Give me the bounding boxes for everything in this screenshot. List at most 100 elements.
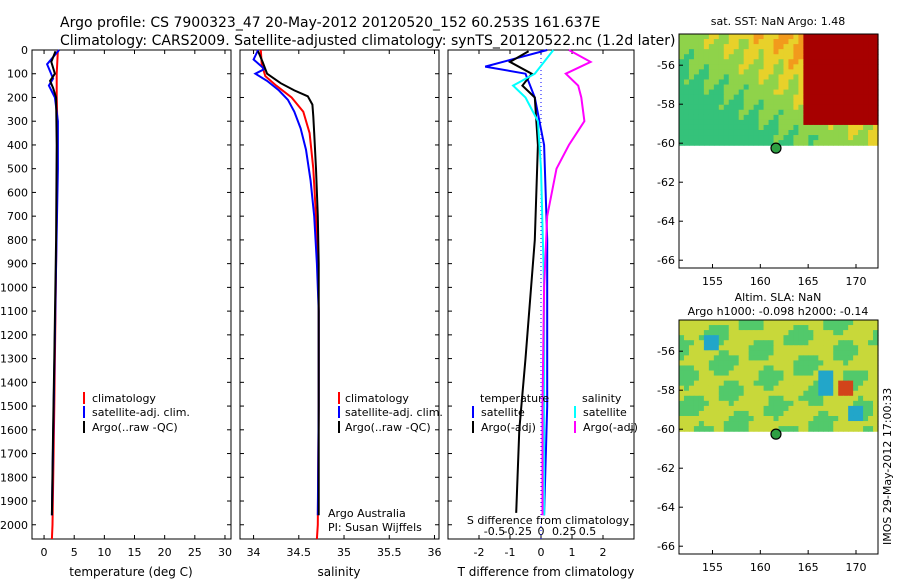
map-cell <box>778 360 785 367</box>
map-cell <box>853 44 859 50</box>
map-cell <box>788 385 795 392</box>
map-cell <box>853 109 859 116</box>
map-cell <box>798 74 804 81</box>
map-cell <box>858 34 864 40</box>
map-cell <box>683 109 690 116</box>
map-cell <box>838 330 844 336</box>
map-cell <box>798 129 804 136</box>
map-cell <box>763 400 770 407</box>
map-cell <box>858 410 864 417</box>
salinity-panel: 34 34.5 35 35.5 36 <box>240 49 441 559</box>
map-cell <box>693 365 700 372</box>
map-cell <box>778 89 785 96</box>
map-cell <box>708 124 715 131</box>
map-cell <box>798 59 804 65</box>
map-cell <box>733 360 740 367</box>
map-cell <box>823 39 829 45</box>
map-cell <box>773 390 780 397</box>
map-cell <box>753 360 760 367</box>
map-cell <box>723 385 730 392</box>
map-cell <box>763 59 770 65</box>
map-cell <box>868 135 874 141</box>
map-cell <box>768 395 775 402</box>
sla-map-panel: 155 160 165 170-56-58-60-62-64-66 <box>657 319 879 574</box>
map-cell <box>828 124 834 131</box>
map-cell <box>808 140 814 146</box>
map-cell <box>688 426 695 432</box>
map-cell <box>683 89 690 96</box>
map-cell <box>818 64 824 70</box>
map-cell <box>679 49 685 55</box>
map-cell <box>863 426 869 432</box>
imos-timestamp: IMOS 29-May-2012 17:00:33 <box>881 388 894 545</box>
map-cell <box>713 415 720 422</box>
map-cell <box>748 34 755 40</box>
map-cell <box>679 370 685 377</box>
map-cell <box>823 370 829 377</box>
map-cell <box>783 380 790 387</box>
map-cell <box>728 370 735 377</box>
map-cell <box>873 109 879 116</box>
map-cell <box>848 415 854 422</box>
map-cell <box>778 49 785 55</box>
x-tick-label: 5 <box>71 546 78 559</box>
y-tick-label: -56 <box>657 59 675 72</box>
map-cell <box>803 74 809 81</box>
map-cell <box>863 410 869 417</box>
map-cell <box>838 320 844 326</box>
map-cell <box>798 44 804 50</box>
map-cell <box>693 89 700 96</box>
x-tick-label: 165 <box>798 561 819 574</box>
map-cell <box>679 64 685 70</box>
map-cell <box>703 44 710 50</box>
map-cell <box>788 99 795 106</box>
map-cell <box>793 400 799 407</box>
map-cell <box>833 405 839 412</box>
map-cell <box>748 114 755 121</box>
map-cell <box>688 415 695 422</box>
map-cell <box>818 340 824 346</box>
map-cell <box>773 350 780 356</box>
map-cell <box>783 426 790 432</box>
map-cell <box>713 421 720 427</box>
map-cell <box>838 34 844 40</box>
map-cell <box>723 345 730 351</box>
map-cell <box>748 39 755 45</box>
map-cell <box>848 340 854 346</box>
map-cell <box>688 355 695 362</box>
map-cell <box>743 320 750 326</box>
map-cell <box>773 400 780 407</box>
map-cell <box>763 39 770 45</box>
map-cell <box>808 415 814 422</box>
map-cell <box>738 365 745 372</box>
map-cell <box>833 89 839 96</box>
map-cell <box>698 84 705 91</box>
map-cell <box>693 350 700 356</box>
map-cell <box>703 385 710 392</box>
map-cell <box>793 421 799 427</box>
map-cell <box>768 415 775 422</box>
map-cell <box>848 365 854 372</box>
map-cell <box>828 64 834 70</box>
map-cell <box>808 335 814 341</box>
map-cell <box>693 99 700 106</box>
map-cell <box>738 400 745 407</box>
map-cell <box>783 395 790 402</box>
map-cell <box>848 370 854 377</box>
y-tick-label: 1200 <box>0 329 28 342</box>
map-cell <box>798 49 804 55</box>
map-cell <box>818 360 824 367</box>
credit-line2: PI: Susan Wijffels <box>328 521 422 534</box>
map-cell <box>868 74 874 81</box>
map-cell <box>778 395 785 402</box>
map-cell <box>778 375 785 382</box>
map-cell <box>713 114 720 121</box>
map-cell <box>683 400 690 407</box>
map-cell <box>838 410 844 417</box>
map-cell <box>748 59 755 65</box>
figure-title-line1: Argo profile: CS 7900323_47 20-May-2012 … <box>60 15 600 31</box>
map-cell <box>793 370 799 377</box>
map-cell <box>828 119 834 126</box>
map-cell <box>818 390 824 397</box>
map-cell <box>733 99 740 106</box>
